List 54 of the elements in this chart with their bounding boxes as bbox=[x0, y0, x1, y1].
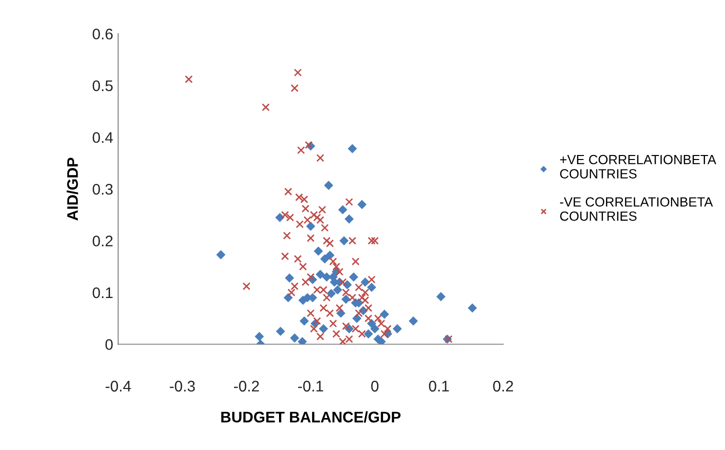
point bbox=[300, 316, 309, 326]
point bbox=[348, 144, 357, 154]
point bbox=[275, 212, 284, 222]
point bbox=[320, 254, 330, 264]
y-tick-label: 0.1 bbox=[92, 287, 113, 298]
legend-label: +VE CORRELATIONBETA COUNTRIES bbox=[560, 154, 716, 178]
point bbox=[367, 282, 376, 292]
point bbox=[352, 314, 362, 323]
point bbox=[392, 324, 402, 334]
point bbox=[276, 326, 286, 336]
point bbox=[314, 246, 323, 256]
y-tick-label: 0.5 bbox=[92, 80, 113, 92]
point bbox=[333, 285, 342, 295]
y-tick-label: 0.2 bbox=[92, 236, 113, 246]
x-axis-title: BUDGET BALANCE/GDP bbox=[221, 411, 401, 423]
point bbox=[336, 308, 346, 318]
point bbox=[316, 270, 325, 279]
point bbox=[341, 294, 351, 304]
y-tick-label: 0.6 bbox=[92, 28, 113, 40]
point bbox=[254, 332, 264, 342]
x-tick-label: 0 bbox=[371, 380, 378, 392]
point bbox=[408, 316, 418, 326]
point bbox=[364, 329, 374, 339]
y-tick-label: 0.3 bbox=[92, 184, 113, 195]
point bbox=[306, 222, 316, 231]
x-tick-label: -0.2 bbox=[234, 380, 259, 392]
x-tick-label: -0.4 bbox=[106, 380, 131, 392]
point bbox=[284, 293, 293, 302]
point bbox=[349, 272, 358, 282]
legend-label: -VE CORRELATIONBETA COUNTRIES bbox=[560, 197, 713, 221]
x-tick-label: 0.2 bbox=[493, 380, 514, 392]
point bbox=[360, 278, 370, 287]
point bbox=[344, 214, 354, 224]
point bbox=[342, 280, 352, 290]
point bbox=[357, 200, 367, 210]
point bbox=[339, 236, 349, 246]
point bbox=[216, 250, 226, 260]
point bbox=[370, 324, 380, 334]
point bbox=[324, 180, 334, 190]
point bbox=[318, 324, 328, 334]
y-tick-label: 0.4 bbox=[92, 132, 113, 143]
point bbox=[338, 205, 348, 214]
point bbox=[468, 303, 477, 313]
point bbox=[436, 292, 446, 302]
point bbox=[380, 310, 390, 319]
point bbox=[284, 273, 294, 283]
x-tick-label: 0.1 bbox=[428, 380, 449, 392]
y-tick-label: 0 bbox=[105, 339, 113, 350]
point bbox=[290, 333, 300, 343]
y-axis-title: AID/GDP bbox=[66, 158, 78, 220]
x-tick-label: -0.3 bbox=[170, 380, 195, 392]
point bbox=[325, 250, 335, 260]
point bbox=[298, 337, 307, 344]
x-tick-label: -0.1 bbox=[298, 380, 324, 392]
